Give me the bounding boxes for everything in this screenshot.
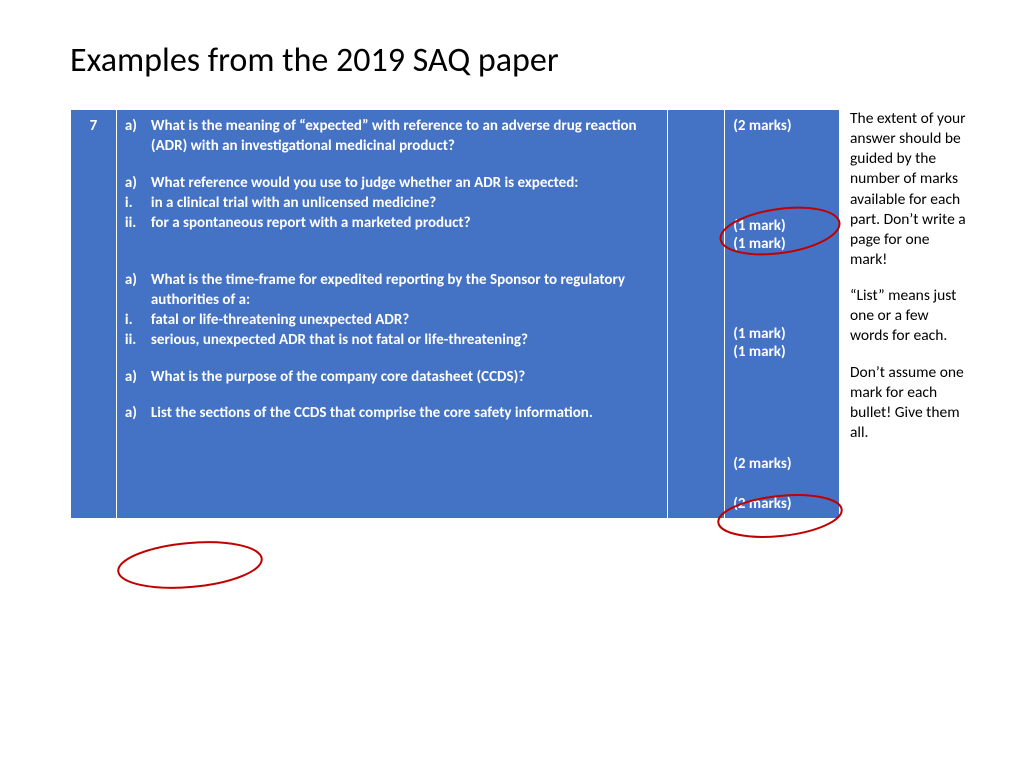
marks-cell: (2 marks) (1 mark) (1 mark) (1 mark) (1 …: [725, 110, 840, 519]
part-letter: a): [125, 270, 151, 311]
question-text: What reference would you use to judge wh…: [151, 173, 659, 193]
gap-cell: [667, 110, 724, 519]
marks-text: (1 mark): [733, 234, 831, 252]
part-letter: a): [125, 116, 151, 157]
question-number: 7: [71, 110, 117, 519]
question-text: fatal or life-threatening unexpected ADR…: [151, 310, 659, 330]
slide: Examples from the 2019 SAQ paper 7 a) Wh…: [0, 0, 1024, 768]
marks-text: (1 mark): [733, 342, 831, 360]
marks-text: (2 marks): [733, 116, 831, 134]
question-text-cell: a) What is the meaning of “expected” wit…: [116, 110, 667, 519]
slide-title: Examples from the 2019 SAQ paper: [70, 40, 969, 81]
part-letter: a): [125, 367, 151, 387]
note-text: The extent of your answer should be guid…: [850, 109, 969, 270]
marks-text: (2 marks): [733, 494, 831, 512]
roman-numeral: i.: [125, 310, 151, 330]
marks-text: (1 mark): [733, 216, 831, 234]
question-text: What is the meaning of “expected” with r…: [151, 116, 659, 157]
table-container: 7 a) What is the meaning of “expected” w…: [70, 109, 840, 519]
annotation-ellipse-3: [110, 539, 270, 591]
content-wrap: 7 a) What is the meaning of “expected” w…: [70, 109, 969, 519]
part-letter: a): [125, 173, 151, 193]
part-letter: a): [125, 403, 151, 423]
roman-numeral: ii.: [125, 213, 151, 233]
marks-text: (1 mark): [733, 324, 831, 342]
exam-table: 7 a) What is the meaning of “expected” w…: [70, 109, 840, 519]
note-text: “List” means just one or a few words for…: [850, 286, 969, 346]
question-text: What is the time-frame for expedited rep…: [151, 270, 659, 311]
question-text: in a clinical trial with an unlicensed m…: [151, 193, 659, 213]
note-text: Don’t assume one mark for each bullet! G…: [850, 363, 969, 444]
question-text: List the sections of the CCDS that compr…: [151, 403, 659, 423]
question-text: What is the purpose of the company core …: [151, 367, 659, 387]
roman-numeral: ii.: [125, 330, 151, 350]
question-text: for a spontaneous report with a marketed…: [151, 213, 659, 233]
roman-numeral: i.: [125, 193, 151, 213]
side-notes: The extent of your answer should be guid…: [850, 109, 969, 519]
question-text: serious, unexpected ADR that is not fata…: [151, 330, 659, 350]
table-row: 7 a) What is the meaning of “expected” w…: [71, 110, 840, 519]
marks-text: (2 marks): [733, 454, 831, 472]
